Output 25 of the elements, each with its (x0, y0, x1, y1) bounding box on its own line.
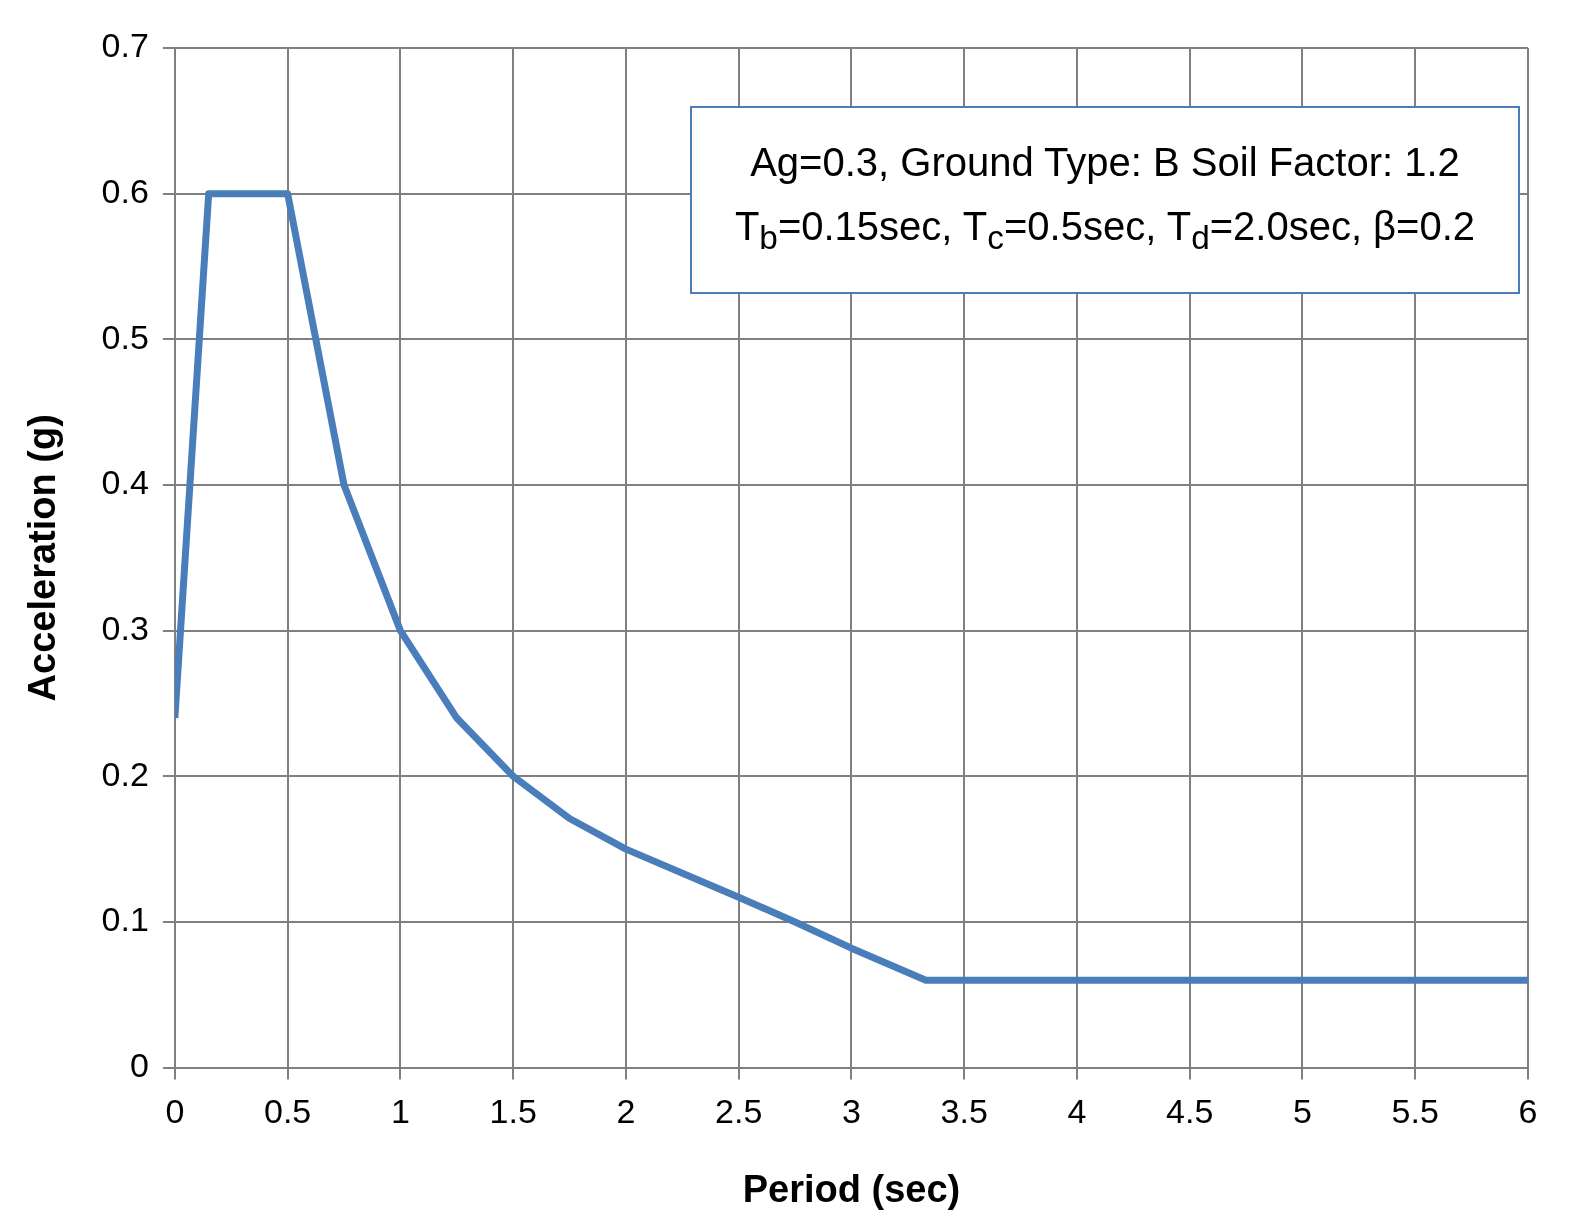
x-tick-label: 3 (841, 1092, 861, 1131)
annotation: T$_{b}$=0.15sec, T$_{c}$=0.5sec, T$_{d}$=2.0sec, β=0.2 (733, 203, 1477, 258)
y-tick-label: 0.2 (101, 754, 149, 793)
y-tick-label: 0.6 (101, 172, 149, 211)
x-tick-label: 6 (1518, 1092, 1538, 1131)
y-axis-title: Acceleration (g) (21, 414, 64, 702)
y-tick-label: 0.7 (101, 26, 149, 65)
x-tick-label: 5.5 (1391, 1092, 1439, 1131)
x-tick-label: 2 (616, 1092, 636, 1131)
y-tick-label: 0.4 (101, 463, 149, 502)
x-tick-label: 4.5 (1166, 1092, 1214, 1131)
x-tick-label: 4 (1067, 1092, 1087, 1131)
y-tick-label: 0.5 (101, 317, 149, 356)
x-tick-label: 3.5 (940, 1092, 988, 1131)
y-tick-label: 0 (129, 1045, 149, 1084)
y-tick-label: 0.1 (101, 900, 149, 939)
x-axis-title: Period (sec) (742, 1167, 961, 1210)
x-tick-label: 0.5 (263, 1092, 312, 1131)
x-tick-label: 1 (390, 1092, 410, 1131)
x-tick-label: 0 (165, 1092, 185, 1131)
annotation: Ag=0.3, Ground Type: B Soil Factor: 1.2 (749, 139, 1461, 186)
x-tick-label: 1.5 (489, 1092, 537, 1131)
x-tick-label: 2.5 (715, 1092, 763, 1131)
y-tick-label: 0.3 (101, 609, 149, 647)
x-tick-label: 5 (1293, 1092, 1312, 1131)
